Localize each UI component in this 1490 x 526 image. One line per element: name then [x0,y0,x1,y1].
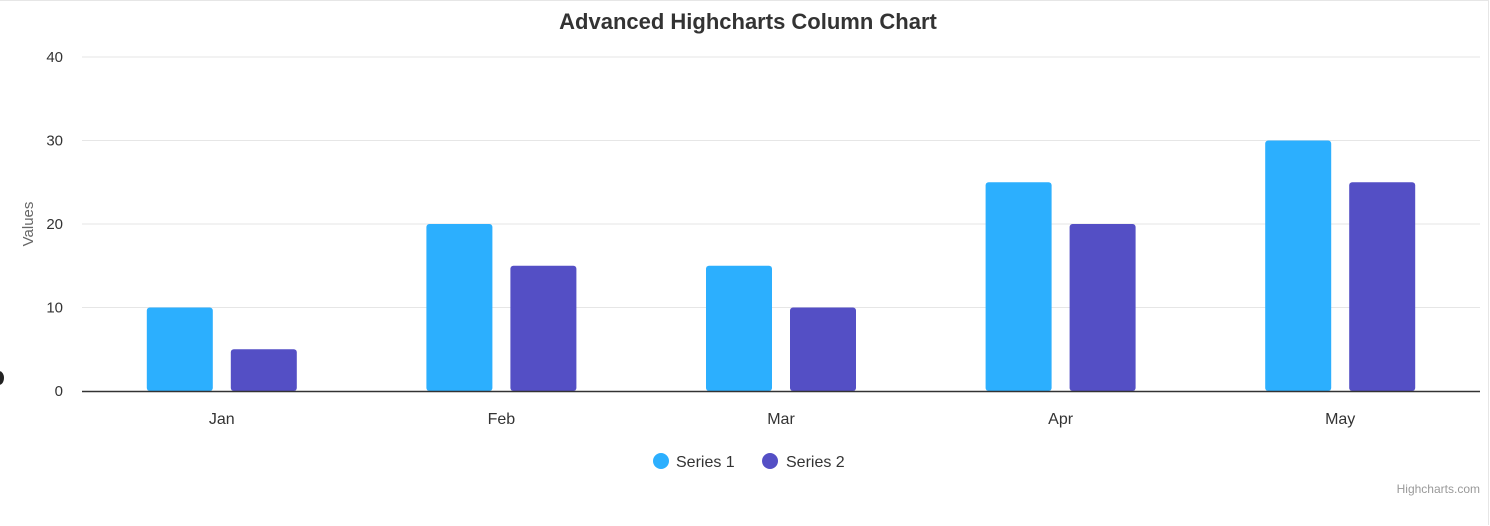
gridlines [82,56,1480,308]
bar-series-2-feb[interactable] [510,265,577,391]
bars [146,140,1416,392]
legend-item-series-2[interactable]: Series 2 [762,453,845,471]
bar-series-2-jan[interactable] [230,349,297,391]
legend-label-series-1: Series 1 [676,454,735,471]
x-tick-label: Mar [767,411,795,428]
window-edge-handle [0,371,4,385]
y-tick-label: 20 [46,216,63,233]
bar-series-2-may[interactable] [1349,182,1416,391]
y-tick-label: 10 [46,300,63,317]
legend: Series 1 Series 2 [653,453,845,471]
bar-series-1-mar[interactable] [706,265,772,391]
legend-marker-series-1 [653,453,669,469]
legend-marker-series-2 [762,453,778,469]
legend-label-series-2: Series 2 [786,454,845,471]
x-tick-label: Feb [488,411,516,428]
y-axis-tick-labels: 0 10 20 30 40 [46,49,63,400]
bar-series-1-may[interactable] [1265,140,1332,392]
legend-item-series-1[interactable]: Series 1 [653,453,735,471]
bar-series-1-apr[interactable] [985,182,1052,391]
x-tick-label: Jan [209,411,235,428]
bar-series-2-mar[interactable] [790,307,856,392]
credits-link[interactable]: Highcharts.com [1397,482,1480,496]
bar-series-1-jan[interactable] [146,307,213,392]
x-axis-tick-labels: Jan Feb Mar Apr May [209,411,1355,428]
x-tick-label: Apr [1048,411,1074,428]
x-tick-label: May [1325,411,1355,428]
y-tick-label: 30 [46,133,63,150]
y-axis-title: Values [20,202,37,247]
chart-title: Advanced Highcharts Column Chart [559,9,937,34]
y-tick-label: 0 [55,383,63,400]
bar-series-1-feb[interactable] [426,224,493,391]
y-tick-label: 40 [46,49,63,66]
bar-series-2-apr[interactable] [1069,224,1136,391]
